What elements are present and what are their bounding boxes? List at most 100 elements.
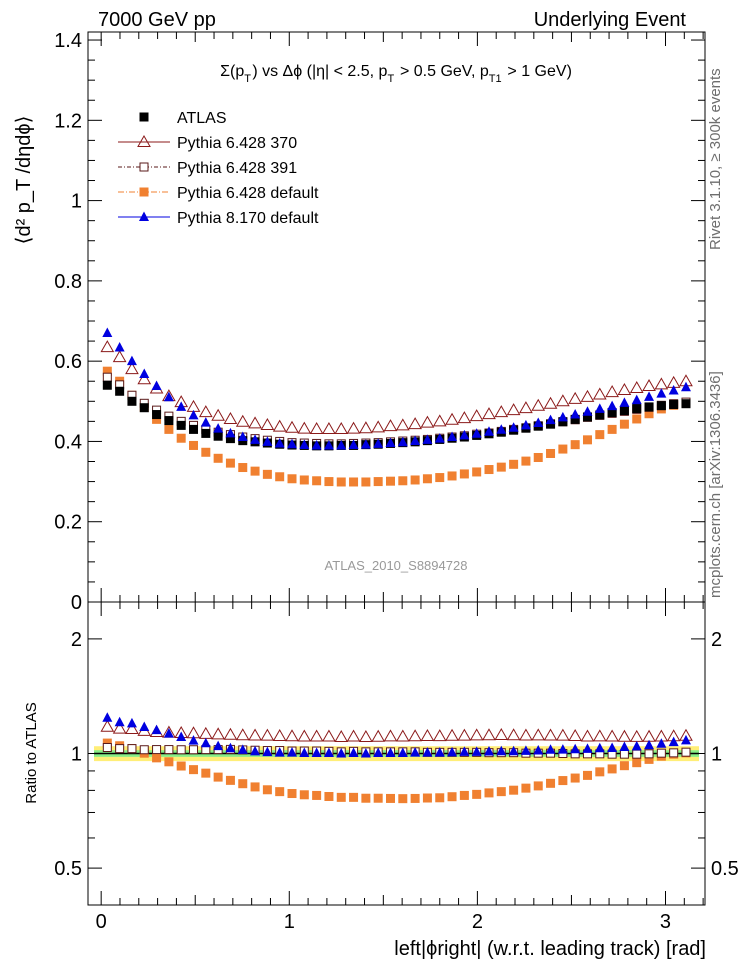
data-point-pythia-6-428-370 <box>235 414 250 427</box>
data-point-atlas <box>115 386 125 396</box>
legend-item-pythia-8-170-default: Pythia 8.170 default <box>118 210 319 227</box>
ratio-point-pythia-8-170-default <box>631 740 642 751</box>
ratio-point-pythia-8-170-default <box>188 735 199 745</box>
ratio-point-pythia-6-428-370 <box>605 729 619 742</box>
ratio-point-pythia-8-170-default <box>373 747 384 758</box>
data-point-pythia-6-428-default <box>410 475 420 485</box>
ratio-point-pythia-6-428-370 <box>580 729 595 742</box>
mcplots-reference-label: mcplots.cern.ch [arXiv:1306.3436] <box>707 371 724 598</box>
ratio-point-pythia-6-428-default <box>422 793 432 803</box>
ratio-point-pythia-8-170-default <box>619 741 630 752</box>
ratio-point-pythia-6-428-370 <box>642 729 656 742</box>
ratio-point-pythia-8-170-default <box>225 742 236 753</box>
x-tick-label: 0 <box>96 911 107 933</box>
ratio-point-pythia-8-170-default <box>545 744 556 754</box>
ratio-point-pythia-8-170-default <box>299 747 310 758</box>
legend-label: Pythia 6.428 391 <box>177 160 297 177</box>
data-point-pythia-8-170-default <box>213 423 224 433</box>
ratio-point-pythia-6-428-370 <box>235 728 250 741</box>
ratio-point-pythia-8-170-default <box>323 747 334 758</box>
ratio-point-pythia-8-170-default <box>114 716 125 727</box>
data-point-pythia-8-170-default <box>533 417 544 427</box>
data-point-pythia-8-170-default <box>323 439 334 450</box>
ratio-point-pythia-6-428-391 <box>669 748 679 758</box>
ratio-point-pythia-8-170-default <box>607 742 618 752</box>
ratio-point-pythia-6-428-default <box>152 753 162 763</box>
data-point-atlas <box>213 431 223 441</box>
ratio-series-pythia-6-428-370 <box>100 719 693 742</box>
data-point-pythia-8-170-default <box>656 388 667 398</box>
data-point-pythia-8-170-default <box>496 424 507 434</box>
data-point-pythia-8-170-default <box>459 429 470 440</box>
data-point-pythia-6-428-default <box>435 473 445 483</box>
legend-marker <box>139 187 149 197</box>
ratio-point-pythia-6-428-370 <box>125 721 139 734</box>
data-point-pythia-6-428-default <box>361 477 371 487</box>
data-point-atlas <box>595 410 605 420</box>
data-point-pythia-8-170-default <box>557 411 568 422</box>
data-point-atlas <box>558 417 568 427</box>
ratio-panel-markers <box>100 712 693 804</box>
ratio-point-pythia-8-170-default <box>496 745 507 756</box>
data-point-pythia-8-170-default <box>237 431 248 442</box>
data-point-atlas <box>570 414 580 424</box>
data-point-pythia-6-428-default <box>176 433 186 443</box>
data-point-pythia-8-170-default <box>508 422 519 432</box>
ratio-point-pythia-8-170-default <box>262 746 273 757</box>
data-point-pythia-6-428-370 <box>198 405 213 418</box>
data-point-pythia-6-428-370 <box>297 421 312 434</box>
ratio-point-pythia-6-428-391 <box>152 745 162 755</box>
data-point-pythia-6-428-370 <box>482 407 496 420</box>
y-tick-label: 1 <box>71 191 82 213</box>
ratio-y-axis-label: Ratio to ATLAS <box>23 702 40 803</box>
data-point-pythia-8-170-default <box>680 381 691 392</box>
ratio-point-pythia-6-428-370 <box>408 729 422 742</box>
data-point-pythia-6-428-370 <box>346 421 361 434</box>
data-point-pythia-8-170-default <box>373 438 384 448</box>
ratio-point-pythia-6-428-default <box>312 790 322 800</box>
ratio-point-pythia-8-170-default <box>139 721 150 731</box>
data-point-pythia-6-428-default <box>189 440 199 450</box>
data-point-pythia-6-428-370 <box>223 411 238 424</box>
data-point-pythia-6-428-default <box>299 475 309 485</box>
data-point-pythia-6-428-370 <box>469 409 484 422</box>
ratio-point-pythia-6-428-370 <box>198 726 213 739</box>
data-point-pythia-8-170-default <box>200 417 211 427</box>
legend-marker <box>139 112 149 122</box>
ratio-point-pythia-6-428-default <box>472 789 482 799</box>
main-y-axis-label: ⟨d² p_T /dηdϕ⟩ <box>13 116 35 245</box>
data-point-pythia-6-428-370 <box>642 379 656 392</box>
data-point-atlas <box>582 412 592 422</box>
ratio-point-pythia-6-428-default <box>533 781 543 791</box>
ratio-point-pythia-6-428-default <box>398 794 408 804</box>
ratio-point-pythia-6-428-370 <box>420 728 435 741</box>
data-point-pythia-6-428-370 <box>186 399 201 412</box>
data-point-atlas <box>546 419 556 429</box>
ratio-point-pythia-6-428-default <box>336 792 346 802</box>
ratio-point-pythia-6-428-default <box>250 782 260 792</box>
data-point-pythia-6-428-370 <box>137 372 152 385</box>
y-tick-label: 0 <box>71 592 82 614</box>
data-point-pythia-6-428-370 <box>420 415 435 428</box>
ratio-point-pythia-6-428-370 <box>629 729 644 742</box>
data-point-pythia-6-428-default <box>275 472 285 482</box>
data-point-pythia-8-170-default <box>360 439 371 449</box>
legend-label: ATLAS <box>177 110 227 127</box>
data-point-pythia-6-428-default <box>447 471 457 481</box>
ratio-point-pythia-8-170-default <box>594 742 605 753</box>
data-point-pythia-8-170-default <box>410 435 421 446</box>
data-point-pythia-6-428-default <box>496 462 506 472</box>
y-tick-label: 1.2 <box>54 110 82 132</box>
data-point-atlas <box>681 399 691 409</box>
analysis-watermark: ATLAS_2010_S8894728 <box>325 558 468 573</box>
data-point-pythia-8-170-default <box>299 439 310 450</box>
data-point-pythia-6-428-370 <box>285 420 299 433</box>
legend-item-atlas: ATLAS <box>139 110 227 127</box>
data-point-pythia-8-170-default <box>163 391 174 402</box>
x-axis-label: left|ϕright| (w.r.t. leading track) [rad… <box>394 938 706 960</box>
ratio-point-pythia-6-428-default <box>238 779 248 789</box>
ratio-point-pythia-8-170-default <box>668 736 679 747</box>
ratio-point-pythia-6-428-default <box>324 791 334 801</box>
data-point-pythia-8-170-default <box>582 406 593 416</box>
